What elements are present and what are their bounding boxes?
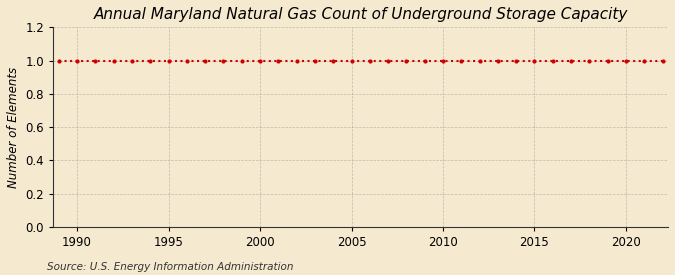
Title: Annual Maryland Natural Gas Count of Underground Storage Capacity: Annual Maryland Natural Gas Count of Und… [93,7,628,22]
Y-axis label: Number of Elements: Number of Elements [7,67,20,188]
Text: Source: U.S. Energy Information Administration: Source: U.S. Energy Information Administ… [47,262,294,272]
